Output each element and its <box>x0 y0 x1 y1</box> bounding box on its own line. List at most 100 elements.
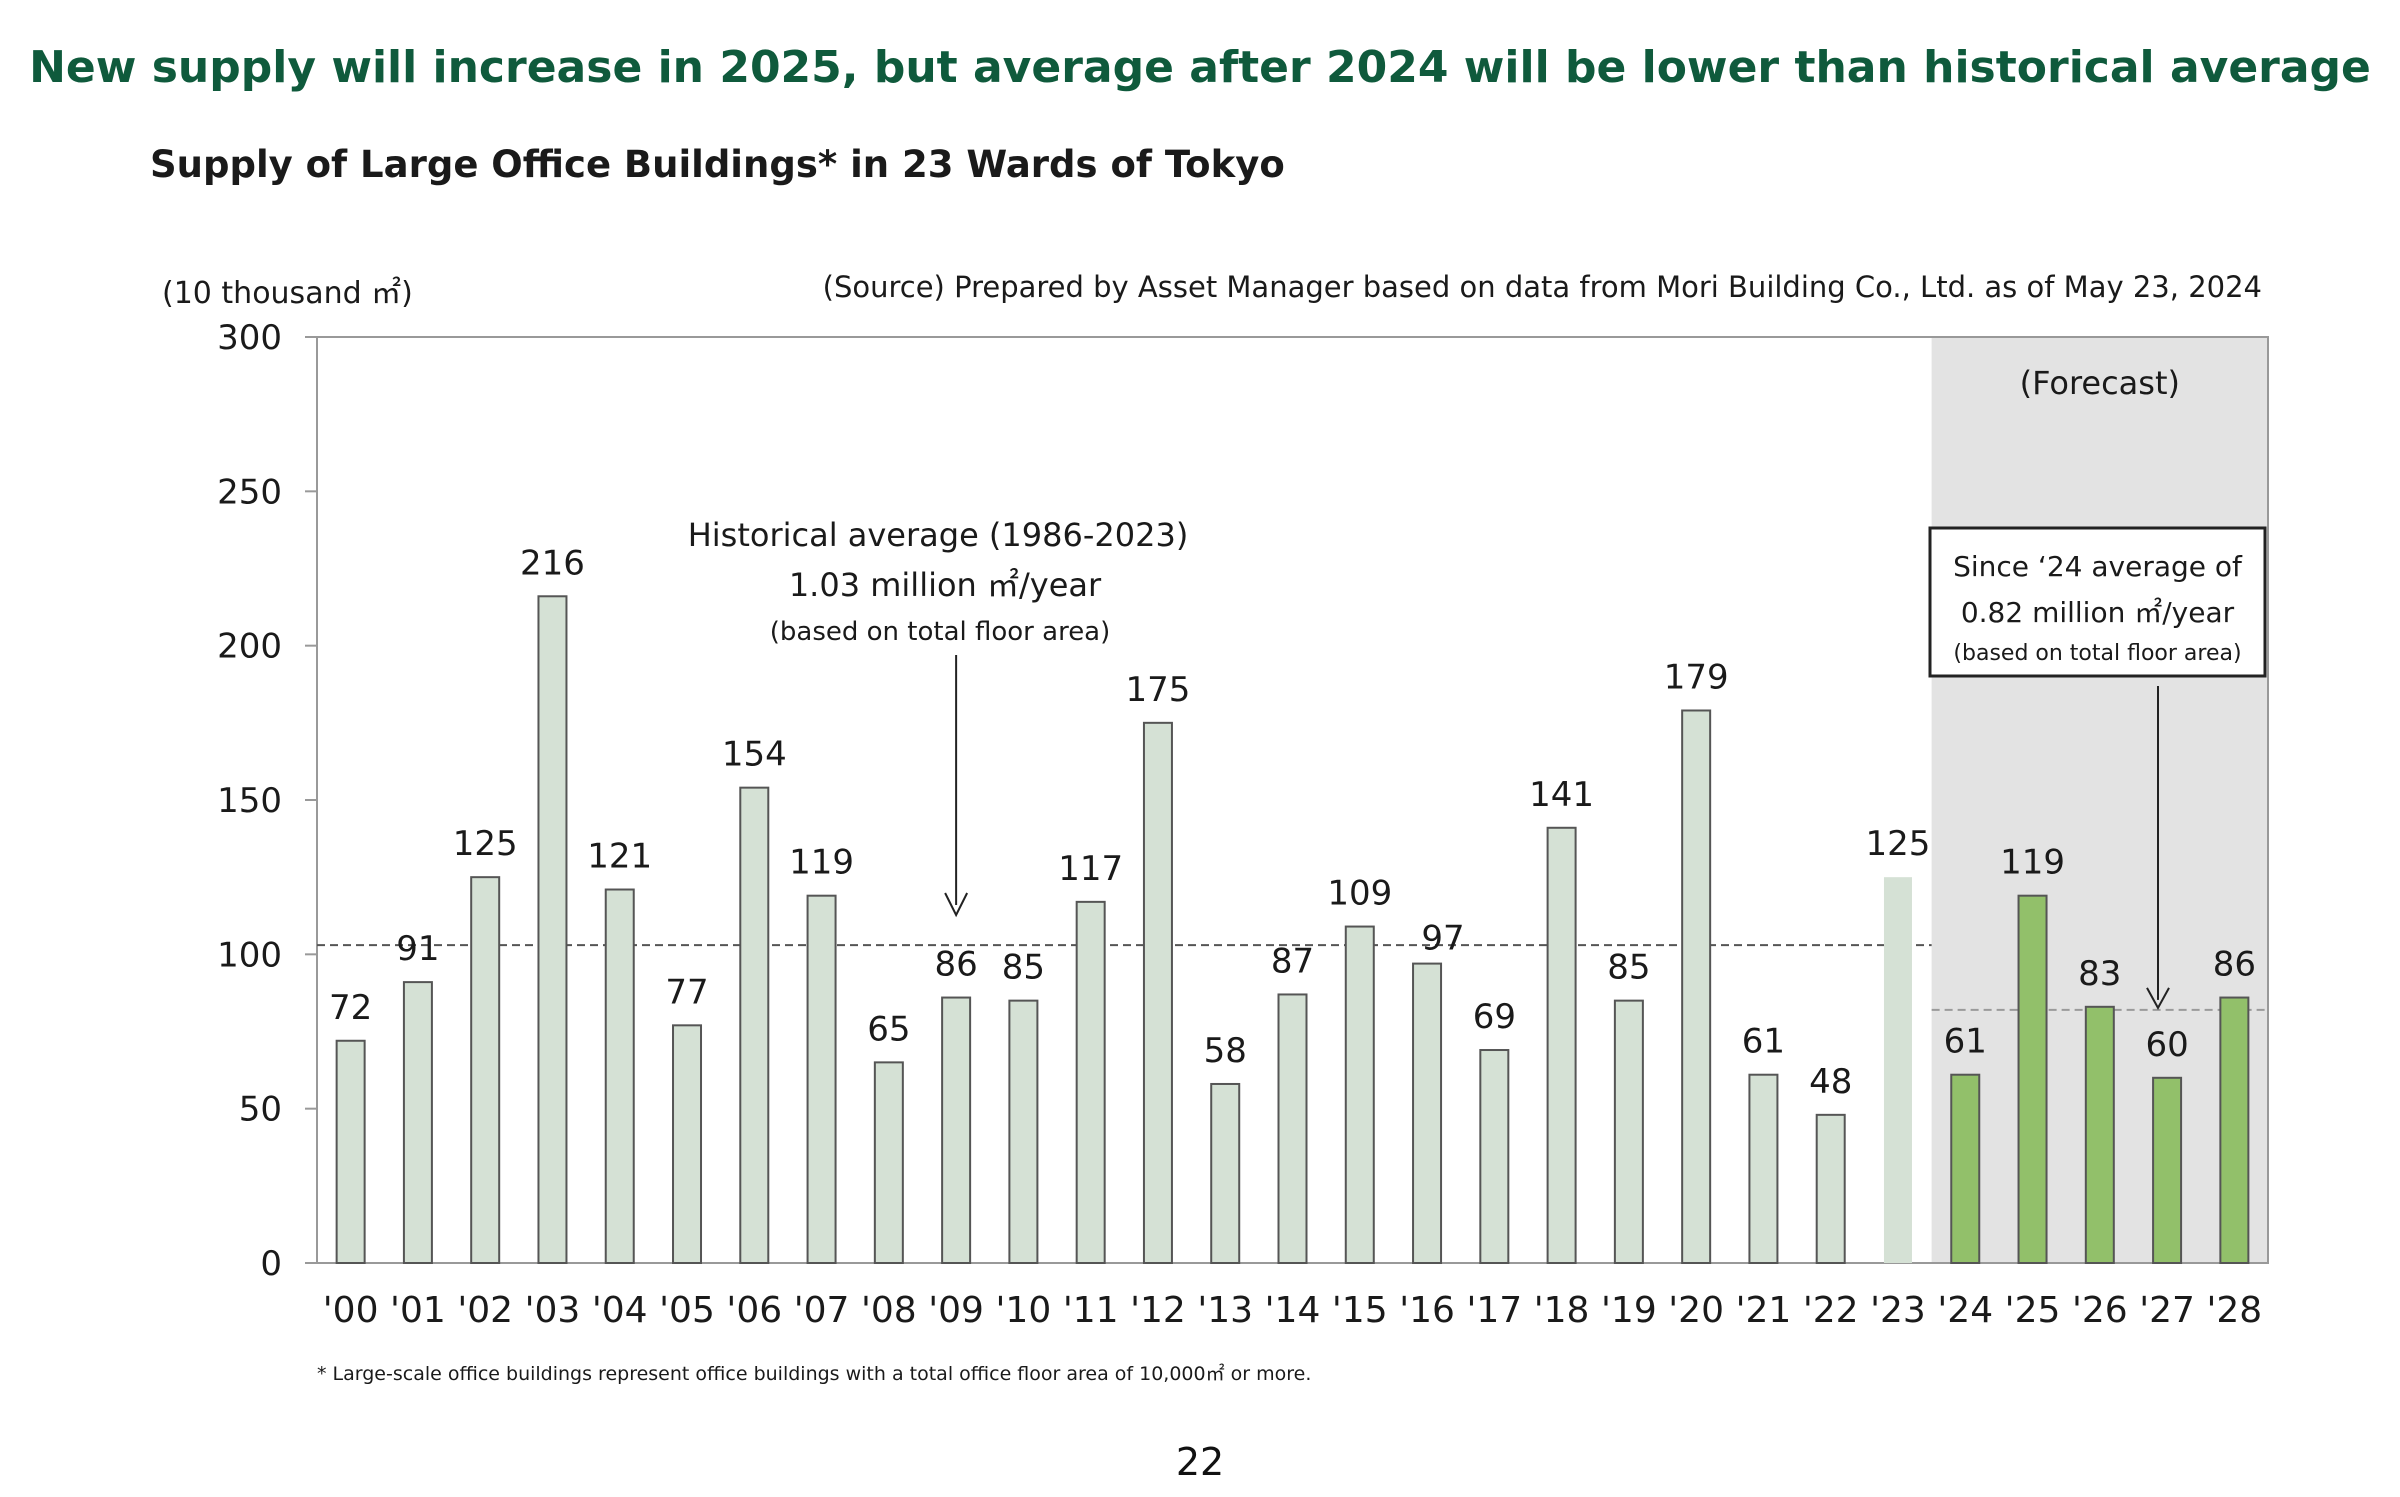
value-label: 141 <box>1529 775 1594 815</box>
category-label: '01 <box>390 1290 446 1331</box>
y-tick-label: 100 <box>217 935 282 975</box>
forecast-average-value: 0.82 million ㎡/year <box>1961 596 2235 629</box>
category-label: '18 <box>1534 1290 1590 1331</box>
category-label: '15 <box>1332 1290 1388 1331</box>
bar <box>470 876 501 1265</box>
category-label: '16 <box>1399 1290 1455 1331</box>
category-label: '04 <box>592 1290 648 1331</box>
bar <box>537 595 568 1264</box>
value-label: 61 <box>1742 1022 1785 1062</box>
bar <box>1008 999 1039 1265</box>
y-tick-label: 300 <box>217 318 282 358</box>
value-label: 86 <box>2213 945 2256 985</box>
forecast-average-box <box>1928 526 2267 678</box>
category-label: '09 <box>928 1290 984 1331</box>
bar <box>1748 1073 1779 1265</box>
value-label: 119 <box>2000 843 2065 883</box>
value-label: 85 <box>1607 948 1650 988</box>
category-label: '07 <box>794 1290 850 1331</box>
category-label: '11 <box>1063 1290 1119 1331</box>
category-label: '13 <box>1197 1290 1253 1331</box>
value-label: 125 <box>1866 824 1931 864</box>
value-label: 77 <box>665 972 708 1012</box>
value-label: 119 <box>789 843 854 883</box>
category-label: '21 <box>1736 1290 1792 1331</box>
y-tick-label: 0 <box>260 1244 282 1284</box>
value-label: 91 <box>396 929 439 969</box>
value-label: 121 <box>587 837 652 877</box>
headline: New supply will increase in 2025, but av… <box>29 42 2371 93</box>
y-tick-label: 200 <box>217 627 282 667</box>
bar <box>402 981 433 1264</box>
forecast-average-arrowhead <box>2146 987 2170 1010</box>
category-label: '08 <box>861 1290 917 1331</box>
category-label: '00 <box>323 1290 379 1331</box>
bar <box>672 1024 703 1264</box>
value-label: 58 <box>1204 1031 1247 1071</box>
historical-average-note: (based on total floor area) <box>770 617 1111 647</box>
forecast-label: (Forecast) <box>2020 364 2180 402</box>
value-label: 109 <box>1327 874 1392 914</box>
bar <box>941 996 972 1265</box>
value-label: 175 <box>1125 670 1190 710</box>
bar <box>1546 826 1577 1265</box>
y-tick-label: 50 <box>239 1090 282 1130</box>
value-label: 216 <box>520 543 585 583</box>
page-number: 22 <box>1175 1440 1225 1484</box>
bar <box>2219 996 2250 1265</box>
y-tick-label: 250 <box>217 472 282 512</box>
category-label: '22 <box>1803 1290 1859 1331</box>
category-label: '17 <box>1466 1290 1522 1331</box>
bar <box>2017 894 2048 1264</box>
category-label: '14 <box>1265 1290 1321 1331</box>
forecast-average-title: Since ‘24 average of <box>1953 550 2243 583</box>
bar <box>1883 877 1912 1263</box>
category-label: '03 <box>525 1290 581 1331</box>
value-label: 117 <box>1058 849 1123 889</box>
bar <box>335 1039 366 1265</box>
value-label: 65 <box>867 1009 910 1049</box>
bar <box>1613 999 1644 1265</box>
category-label: '19 <box>1601 1290 1657 1331</box>
value-label: 86 <box>934 945 977 985</box>
bar <box>806 894 837 1264</box>
category-label: '27 <box>2139 1290 2195 1331</box>
value-label: 60 <box>2145 1025 2188 1065</box>
bar-chart: 0 50 100 150 200 250 300 (10 thousand ㎡) (Source… <box>162 270 2269 1385</box>
value-label: 83 <box>2078 954 2121 994</box>
category-label: '26 <box>2072 1290 2128 1331</box>
historical-average-title: Historical average (1986-2023) <box>688 516 1189 554</box>
category-label: '10 <box>996 1290 1052 1331</box>
category-label: '12 <box>1130 1290 1186 1331</box>
value-label: 97 <box>1421 919 1464 959</box>
category-label: '24 <box>1937 1290 1993 1331</box>
category-label: '05 <box>659 1290 715 1331</box>
chart-subtitle: Supply of Large Office Buildings* in 23 … <box>150 143 1285 186</box>
source-note: (Source) Prepared by Asset Manager based… <box>823 270 2262 304</box>
value-label: 87 <box>1271 941 1314 981</box>
bar <box>1277 993 1308 1265</box>
bar <box>1479 1049 1510 1265</box>
bar <box>1344 925 1375 1264</box>
category-label: '06 <box>726 1290 782 1331</box>
category-label: '25 <box>2005 1290 2061 1331</box>
bar <box>1075 900 1106 1264</box>
bar <box>604 888 635 1264</box>
bar <box>2084 1005 2115 1264</box>
value-label: 72 <box>329 988 372 1028</box>
value-label: 85 <box>1002 948 1045 988</box>
category-label: '28 <box>2207 1290 2263 1331</box>
value-label: 61 <box>1944 1022 1987 1062</box>
historical-average-arrowhead <box>944 892 969 918</box>
historical-average-value: 1.03 million ㎡/year <box>789 566 1102 604</box>
value-label: 48 <box>1809 1062 1852 1102</box>
bar <box>1815 1113 1846 1264</box>
category-label: '20 <box>1668 1290 1724 1331</box>
bar <box>1681 709 1712 1264</box>
bar <box>1412 962 1443 1264</box>
bar <box>1950 1073 1981 1265</box>
y-axis-label: (10 thousand ㎡) <box>162 276 413 311</box>
forecast-average-note: (based on total floor area) <box>1953 641 2241 666</box>
value-label: 179 <box>1664 657 1729 697</box>
value-label: 69 <box>1473 997 1516 1037</box>
